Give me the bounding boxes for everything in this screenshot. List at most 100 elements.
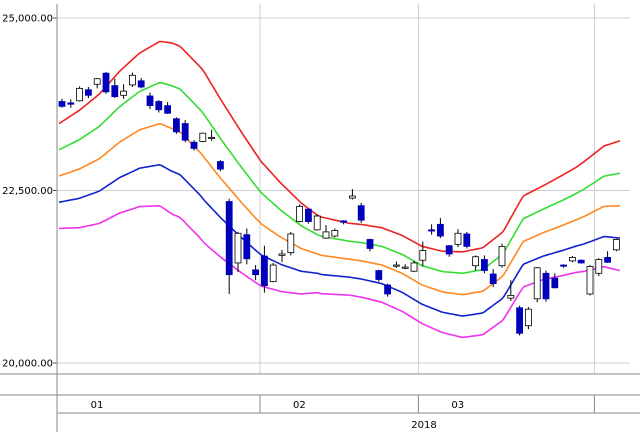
candle-36	[375, 269, 383, 282]
candle-body-51	[507, 294, 515, 299]
candle-body-21	[243, 234, 251, 260]
candle-15	[190, 140, 198, 151]
candle-body-47	[472, 256, 480, 267]
candle-54	[533, 267, 541, 303]
candle-23	[260, 245, 268, 293]
candle-50	[498, 243, 506, 268]
candle-24	[269, 262, 277, 283]
candle-body-16	[199, 132, 207, 142]
candle-body-7	[120, 90, 127, 96]
candle-52	[516, 305, 523, 336]
candle-57	[560, 264, 567, 268]
candle-31	[331, 228, 339, 238]
candle-7	[120, 84, 127, 99]
candle-47	[472, 255, 480, 271]
candle-body-22	[252, 269, 260, 276]
candle-0	[58, 98, 66, 108]
candle-body-19	[225, 201, 233, 276]
candle-body-28	[304, 208, 312, 222]
candle-34	[357, 202, 365, 223]
candle-53	[525, 307, 532, 330]
candle-9	[137, 78, 145, 89]
candle-body-6	[111, 85, 119, 98]
candle-body-4	[93, 78, 101, 85]
band-minus2sigma	[59, 204, 621, 339]
x-tick-label-01: 01	[91, 400, 104, 411]
candle-28	[304, 208, 312, 224]
candle-45	[454, 229, 462, 248]
candle-body-50	[498, 245, 506, 267]
candle-18	[216, 160, 224, 172]
candle-body-42	[428, 229, 436, 232]
candle-2	[76, 86, 83, 102]
candle-body-36	[375, 270, 383, 280]
candle-body-57	[560, 264, 567, 267]
candle-body-17	[208, 136, 216, 139]
candle-body-33	[348, 195, 356, 199]
candle-body-13	[172, 118, 180, 133]
candle-48	[480, 255, 488, 274]
candle-body-2	[76, 87, 83, 102]
candle-body-55	[542, 272, 550, 300]
candle-55	[542, 270, 550, 302]
candle-51	[507, 280, 515, 301]
candle-body-60	[586, 265, 594, 295]
candle-14	[181, 120, 189, 143]
candle-body-26	[287, 233, 295, 254]
candle-61	[595, 258, 603, 277]
candle-35	[366, 238, 374, 252]
candle-49	[489, 269, 497, 288]
candle-body-44	[445, 245, 453, 255]
bollinger-bands	[58, 40, 621, 339]
candle-body-24	[269, 264, 277, 282]
candle-body-37	[384, 284, 392, 295]
candle-body-31	[331, 230, 339, 237]
y-tick-label-0: 25,000.00	[2, 14, 53, 25]
candle-60	[586, 265, 594, 296]
candle-8	[128, 72, 136, 87]
candle-body-54	[533, 267, 541, 300]
candle-body-52	[516, 307, 523, 334]
candle-13	[172, 117, 180, 134]
candle-62	[604, 251, 611, 263]
candle-body-11	[155, 101, 163, 111]
x-tick-label-02: 02	[293, 400, 306, 411]
candle-6	[111, 78, 119, 99]
band-minus1sigma	[58, 163, 621, 317]
candle-body-38	[392, 264, 400, 267]
candle-42	[428, 224, 436, 235]
candle-body-32	[340, 220, 348, 223]
candle-body-18	[216, 161, 224, 170]
candle-body-59	[577, 259, 585, 264]
candle-body-46	[463, 233, 471, 247]
candle-12	[164, 102, 172, 114]
candle-44	[445, 245, 453, 257]
candle-body-5	[102, 72, 110, 93]
candle-body-43	[436, 223, 444, 237]
candle-46	[463, 231, 471, 249]
candle-body-8	[128, 74, 136, 86]
candle-body-58	[569, 257, 576, 262]
candle-3	[85, 87, 92, 99]
candle-41	[419, 241, 427, 267]
candle-30	[322, 225, 330, 239]
candle-43	[436, 218, 444, 239]
x-axis: 01 02 03	[91, 395, 595, 413]
candle-body-12	[164, 105, 172, 114]
plot-background	[57, 4, 630, 374]
candle-16	[199, 132, 207, 143]
candle-body-40	[410, 262, 418, 272]
candle-59	[577, 259, 585, 264]
y-axis-ticks: 25,000.00 22,500.00 20,000.00	[2, 14, 57, 370]
candle-10	[146, 92, 154, 110]
candle-63	[613, 238, 620, 252]
year-label: 2018	[411, 420, 436, 431]
band-plus1sigma	[58, 82, 621, 275]
x-tick-label-03: 03	[451, 400, 464, 411]
candle-body-56	[551, 277, 559, 289]
candle-37	[384, 283, 392, 297]
candle-body-0	[58, 101, 66, 107]
candle-4	[93, 78, 101, 89]
candle-body-29	[313, 215, 321, 231]
